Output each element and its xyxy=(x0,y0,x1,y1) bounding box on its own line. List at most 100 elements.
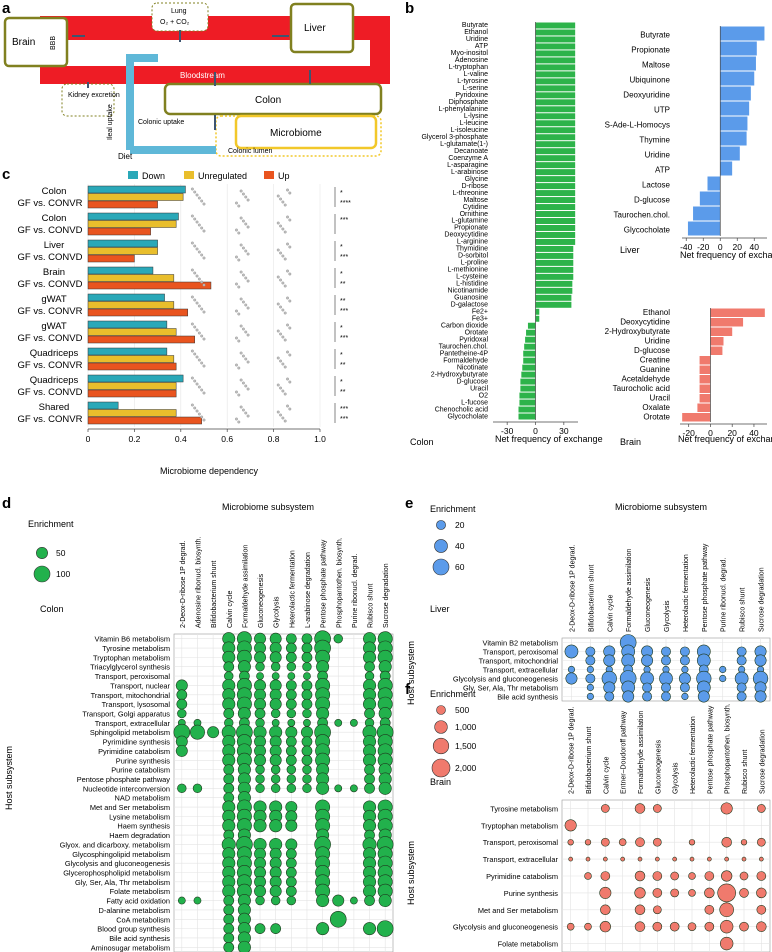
group-tissue: Colon xyxy=(42,186,67,197)
group-comparison: GF vs. CONVR xyxy=(18,414,83,425)
data-point xyxy=(195,328,199,332)
bar xyxy=(535,50,576,57)
x-tick-label: 0 xyxy=(533,426,538,436)
data-point xyxy=(197,223,201,227)
data-point xyxy=(283,419,287,423)
enrichment-bubble xyxy=(378,894,392,908)
category-label: Glycocholate xyxy=(448,413,489,420)
data-point xyxy=(276,410,280,414)
data-point xyxy=(235,228,238,232)
enrichment-bubble xyxy=(177,708,187,719)
legend-bubble xyxy=(432,737,450,755)
data-point xyxy=(241,300,245,304)
data-point xyxy=(288,326,292,330)
enrichment-bubble xyxy=(681,692,689,701)
category-label: Adenosine xyxy=(455,57,488,64)
dependency-bar xyxy=(87,335,195,344)
enrichment-bubble xyxy=(269,754,282,767)
column-label: Bifidobacterium shunt xyxy=(588,565,595,632)
data-point xyxy=(237,204,241,208)
column-label: Heterolactic fermentation xyxy=(683,554,690,632)
column-label: Rubisco shunt xyxy=(742,750,749,794)
legend-label: Down xyxy=(142,171,165,181)
enrichment-bubble xyxy=(603,681,616,694)
enrichment-bubble xyxy=(655,856,660,862)
data-point xyxy=(237,258,241,262)
enrichment-bubble xyxy=(736,646,747,657)
bar xyxy=(720,71,755,86)
colonic-lumen-label: Colonic lumen xyxy=(228,148,272,155)
bar xyxy=(521,371,536,378)
bar xyxy=(710,337,724,346)
row-label: Transport, peroxisomal xyxy=(483,838,559,847)
row-label: Tryptophan metabolism xyxy=(93,653,170,662)
bar xyxy=(535,183,576,190)
data-point xyxy=(239,324,243,328)
data-point xyxy=(244,303,248,307)
row-label: Sphingolipid metabolism xyxy=(90,728,170,737)
group-tissue: Shared xyxy=(39,402,70,413)
column-label: Gluconeogenesis xyxy=(258,573,265,628)
category-label: L-tryptophan xyxy=(449,64,488,71)
enrichment-bubble xyxy=(223,895,235,906)
enrichment-bubble xyxy=(285,876,297,888)
data-point xyxy=(197,385,201,389)
x-tick-label: 0.2 xyxy=(128,434,140,444)
enrichment-bubble xyxy=(681,665,689,674)
row-label: Transport, mitochondrial xyxy=(91,691,171,700)
data-point xyxy=(281,254,285,258)
data-point xyxy=(235,282,238,286)
row-label: Glycolysis and gluconeogenesis xyxy=(453,923,558,932)
enrichment-bubble xyxy=(688,872,696,880)
category-label: Fe2+ xyxy=(472,309,488,316)
bar xyxy=(535,266,574,273)
data-point xyxy=(193,379,197,383)
data-point xyxy=(279,197,283,201)
data-point xyxy=(200,307,204,311)
enrichment-bubble xyxy=(364,708,375,719)
data-point xyxy=(246,198,250,202)
significance-stars: *** xyxy=(340,308,348,315)
category-label: Propionate xyxy=(631,45,670,54)
enrichment-bubble xyxy=(756,904,767,915)
data-point xyxy=(237,339,241,343)
enrichment-bubble xyxy=(255,895,265,906)
enrichment-bubble xyxy=(270,783,281,794)
x-tick-label: 0 xyxy=(86,434,91,444)
column-label: Rubisco shunt xyxy=(740,588,747,632)
row-label: CoA metabolism xyxy=(116,915,170,924)
group-comparison: GF vs. CONVD xyxy=(18,252,83,263)
bar xyxy=(535,308,540,315)
bar xyxy=(720,56,756,71)
category-label: ATP xyxy=(655,165,670,174)
data-point xyxy=(279,278,283,282)
category-label: L-arginine xyxy=(457,239,488,246)
significance-stars: *** xyxy=(340,406,348,413)
column-label: 2-Deox-D-ribose 1P degrad. xyxy=(569,545,576,632)
enrichment-bubble xyxy=(376,920,394,937)
enrichment-bubble xyxy=(687,922,697,931)
data-point xyxy=(239,270,243,274)
dependency-bar xyxy=(87,200,158,209)
bar xyxy=(535,259,574,266)
enrichment-bubble xyxy=(704,904,715,915)
panel-letter-e: e xyxy=(405,495,413,512)
significance-stars: *** xyxy=(340,217,348,224)
column-label: Formaldehyde assimilation xyxy=(242,545,249,628)
x-tick-label: 20 xyxy=(727,428,737,438)
category-label: Coenzyme A xyxy=(448,155,488,162)
row-label: Purine synthesis xyxy=(504,889,559,898)
enrichment-bubble xyxy=(175,679,188,692)
legend-value: 50 xyxy=(56,548,66,558)
enrichment-bubble xyxy=(584,839,592,846)
enrichment-bubble xyxy=(364,661,375,673)
enrichment-bubble xyxy=(565,672,578,685)
enrichment-bubble xyxy=(585,856,591,862)
category-label: Lactose xyxy=(642,180,671,189)
legend-bubble xyxy=(33,565,51,583)
data-point xyxy=(244,276,248,280)
enrichment-bubble xyxy=(176,698,188,710)
enrichment-bubble xyxy=(287,718,296,727)
group-comparison: GF vs. CONVD xyxy=(18,279,83,290)
